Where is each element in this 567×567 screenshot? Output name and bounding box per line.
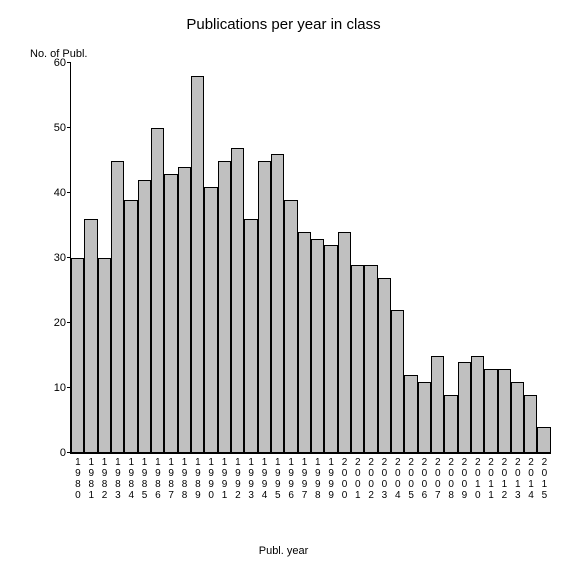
bar [444,395,457,454]
x-tick-label: 1984 [124,457,137,501]
bar [231,148,244,454]
x-tick-label: 2002 [364,457,377,501]
y-tick-label: 20 [54,317,66,329]
x-tick-label: 1994 [258,457,271,501]
bar [298,232,311,453]
x-tick-label: 1982 [98,457,111,501]
bar [244,219,257,453]
x-tick-label: 2001 [351,457,364,501]
x-tick-label: 1991 [218,457,231,501]
bar [151,128,164,453]
x-tick-label: 2003 [378,457,391,501]
bar [218,161,231,454]
x-tick-label: 2013 [511,457,524,501]
x-tick-label: 2004 [391,457,404,501]
x-tick-label: 1995 [271,457,284,501]
bar [258,161,271,454]
x-tick-label: 1981 [84,457,97,501]
bar [164,174,177,453]
bar [178,167,191,453]
bar [338,232,351,453]
x-tick-label: 2015 [537,457,550,501]
bar [138,180,151,453]
x-tick-label: 1983 [111,457,124,501]
bar [98,258,111,453]
y-tick-label: 50 [54,122,66,134]
x-tick-label: 1988 [178,457,191,501]
bar [124,200,137,454]
y-tick-label: 60 [54,57,66,69]
bar [351,265,364,454]
y-tick-label: 10 [54,382,66,394]
x-tick-label: 1993 [244,457,257,501]
bar [484,369,497,454]
x-tick-label: 2006 [418,457,431,501]
x-tick-label: 2009 [458,457,471,501]
bar [84,219,97,453]
bar [524,395,537,454]
bar [204,187,217,454]
x-tick-label: 2000 [338,457,351,501]
x-tick-label: 1998 [311,457,324,501]
bar [71,258,84,453]
bar [111,161,124,454]
x-tick-label: 2005 [404,457,417,501]
x-tick-label: 1989 [191,457,204,501]
bar [537,427,550,453]
x-tick-label: 2012 [498,457,511,501]
bar [404,375,417,453]
bar [364,265,377,454]
x-tick-label: 2010 [471,457,484,501]
x-tick-label: 1992 [231,457,244,501]
bar [271,154,284,453]
y-tick-label: 30 [54,252,66,264]
x-tick-label: 1997 [298,457,311,501]
x-tick-label: 1980 [71,457,84,501]
y-tick-label: 40 [54,187,66,199]
x-tick-label: 1986 [151,457,164,501]
bar [431,356,444,454]
x-tick-label: 2014 [524,457,537,501]
x-axis-label: Publ. year [0,545,567,557]
x-tick-label: 1996 [284,457,297,501]
bar [391,310,404,453]
x-tick-label: 1987 [164,457,177,501]
x-tick-label: 1990 [204,457,217,501]
bar [511,382,524,454]
x-tick-label: 2011 [484,457,497,501]
chart-container: Publications per year in class No. of Pu… [0,0,567,567]
x-labels: 1980198119821983198419851986198719881989… [71,457,551,501]
bar [311,239,324,454]
x-tick-label: 2008 [444,457,457,501]
bar [284,200,297,454]
bar [498,369,511,454]
x-tick-label: 1985 [138,457,151,501]
bar [418,382,431,454]
bar [458,362,471,453]
chart-title: Publications per year in class [0,16,567,33]
plot-area: 0102030405060 19801981198219831984198519… [70,63,551,454]
bar [471,356,484,454]
y-tick-label: 0 [60,447,66,459]
bar [378,278,391,454]
x-tick-label: 1999 [324,457,337,501]
bars [71,63,551,453]
bar [324,245,337,453]
bar [191,76,204,453]
x-tick-label: 2007 [431,457,444,501]
